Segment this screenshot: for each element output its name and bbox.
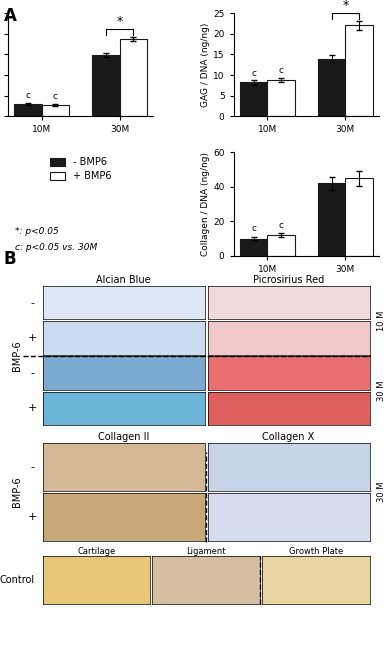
- Text: Cartilage: Cartilage: [77, 547, 115, 556]
- Bar: [345, 178, 373, 256]
- Bar: [345, 25, 373, 116]
- Y-axis label: GAG / DNA (ng/ng): GAG / DNA (ng/ng): [201, 22, 210, 107]
- Text: Collagen X: Collagen X: [262, 432, 315, 442]
- Bar: [42, 105, 69, 116]
- Text: c: c: [26, 91, 31, 100]
- Bar: [92, 56, 120, 116]
- Text: Collagen II: Collagen II: [98, 432, 149, 442]
- Text: 30 M: 30 M: [377, 380, 386, 401]
- Text: Picrosirius Red: Picrosirius Red: [253, 276, 324, 285]
- Text: c: c: [53, 92, 58, 101]
- Text: Alcian Blue: Alcian Blue: [96, 276, 151, 285]
- Text: +: +: [28, 333, 38, 343]
- Text: *: p<0.05: *: p<0.05: [15, 227, 59, 236]
- Text: c: c: [279, 221, 284, 230]
- Text: -: -: [31, 298, 35, 308]
- Text: c: c: [251, 225, 256, 233]
- Text: Growth Plate: Growth Plate: [289, 547, 343, 556]
- Text: -: -: [31, 462, 35, 472]
- Text: BMP-6: BMP-6: [12, 477, 22, 507]
- Text: Control: Control: [0, 575, 35, 585]
- Text: -: -: [31, 368, 35, 378]
- Bar: [318, 183, 345, 256]
- Text: c: c: [251, 69, 256, 78]
- Bar: [267, 235, 295, 256]
- Legend: - BMP6, + BMP6: - BMP6, + BMP6: [50, 157, 111, 182]
- Text: +: +: [28, 511, 38, 522]
- Text: Ligament: Ligament: [186, 547, 226, 556]
- Bar: [240, 82, 267, 116]
- Text: BMP-6: BMP-6: [12, 340, 22, 371]
- Bar: [267, 80, 295, 116]
- Bar: [120, 39, 147, 116]
- Text: *: *: [342, 0, 349, 12]
- Bar: [14, 104, 42, 116]
- Text: +: +: [28, 403, 38, 413]
- Text: A: A: [4, 7, 17, 25]
- Text: *: *: [116, 14, 123, 27]
- Text: B: B: [4, 250, 17, 268]
- Bar: [240, 238, 267, 256]
- Text: c: p<0.05 vs. 30M: c: p<0.05 vs. 30M: [15, 244, 97, 252]
- Text: c: c: [279, 66, 284, 75]
- Text: 10 M: 10 M: [377, 310, 386, 330]
- Text: 30 M: 30 M: [377, 481, 386, 502]
- Bar: [318, 59, 345, 116]
- Y-axis label: Collagen / DNA (ng/ng): Collagen / DNA (ng/ng): [201, 152, 210, 256]
